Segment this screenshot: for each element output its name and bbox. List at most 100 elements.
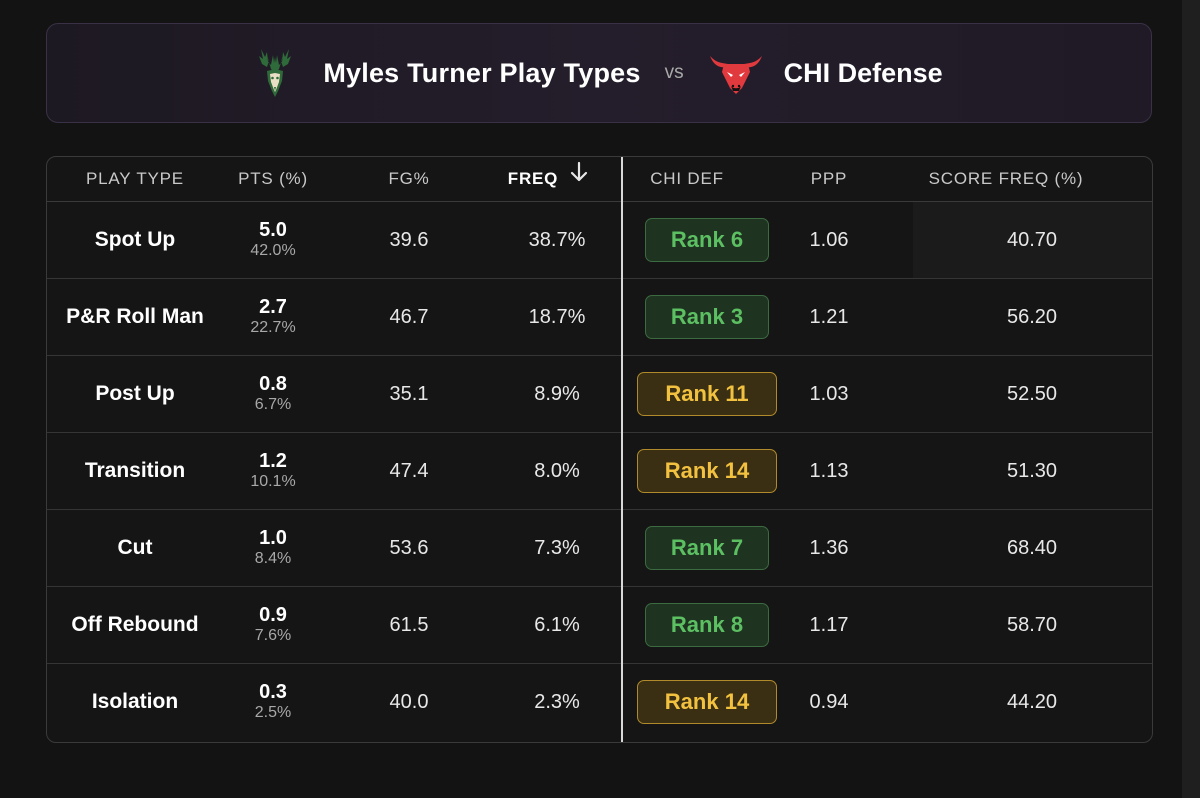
freq-value: 6.1% (534, 613, 580, 636)
pts-cell: 1.2 10.1% (223, 433, 323, 509)
ppp-value: 1.06 (809, 228, 849, 251)
table-header: PLAY TYPE PTS (%) FG% FREQ CHI DEF PPP S… (47, 157, 1152, 202)
score-freq-value: 40.70 (1006, 228, 1058, 251)
play-type-name: Off Rebound (71, 613, 199, 636)
freq-value: 2.3% (534, 690, 580, 713)
pts-value: 1.0 (259, 527, 287, 549)
rank-badge: Rank 14 (637, 449, 777, 493)
fg-value: 46.7 (389, 305, 429, 328)
col-header-score-freq[interactable]: SCORE FREQ (%) (928, 169, 1084, 188)
play-type-name: Isolation (91, 690, 179, 713)
score-freq-value: 56.20 (1006, 305, 1058, 328)
ppp-value: 1.17 (809, 613, 849, 636)
score-freq-cell: 40.70 (947, 202, 1117, 278)
play-type-cell: Post Up (47, 356, 223, 432)
score-freq-value: 44.20 (1006, 690, 1058, 713)
fg-value: 61.5 (389, 613, 429, 636)
table-row[interactable]: Spot Up 5.0 42.0% 39.6 38.7% Rank 6 1.06 40.70 (47, 202, 1152, 279)
chi-def-cell: Rank 11 (627, 356, 787, 432)
table-row[interactable]: Isolation 0.3 2.5% 40.0 2.3% Rank 14 0.94 44.20 (47, 664, 1152, 741)
chi-def-cell: Rank 6 (627, 202, 787, 278)
fg-value: 40.0 (389, 690, 429, 713)
chi-def-cell: Rank 8 (627, 587, 787, 663)
rank-badge: Rank 8 (645, 603, 769, 647)
defense-title: CHI Defense (783, 57, 943, 88)
ppp-cell: 1.03 (799, 356, 859, 432)
freq-value: 18.7% (528, 305, 586, 328)
table-row[interactable]: Off Rebound 0.9 7.6% 61.5 6.1% Rank 8 1.17 58.7… (47, 587, 1152, 664)
table-row[interactable]: Post Up 0.8 6.7% 35.1 8.9% Rank 11 1.03 52.50 (47, 356, 1152, 433)
play-type-cell: Transition (47, 433, 223, 509)
freq-value: 8.0% (534, 459, 580, 482)
ppp-value: 1.03 (809, 382, 849, 405)
row-hover-highlight (913, 202, 1152, 279)
chi-def-cell: Rank 7 (627, 510, 787, 586)
pts-cell: 1.0 8.4% (223, 510, 323, 586)
col-header-fg[interactable]: FG% (388, 169, 430, 188)
table-row[interactable]: P&R Roll Man 2.7 22.7% 46.7 18.7% Rank 3 1.21 5… (47, 279, 1152, 356)
table-row[interactable]: Cut 1.0 8.4% 53.6 7.3% Rank 7 1.36 68.40 (47, 510, 1152, 587)
fg-cell: 61.5 (377, 587, 441, 663)
play-type-cell: Cut (47, 510, 223, 586)
freq-value: 8.9% (534, 382, 580, 405)
col-header-freq[interactable]: FREQ (499, 157, 599, 201)
pts-value: 1.2 (259, 450, 287, 472)
play-type-name: Post Up (95, 382, 175, 405)
freq-value: 7.3% (534, 536, 580, 559)
freq-cell: 8.0% (507, 433, 607, 509)
fg-cell: 40.0 (377, 664, 441, 740)
play-type-table: PLAY TYPE PTS (%) FG% FREQ CHI DEF PPP S… (46, 156, 1153, 743)
pts-percent: 7.6% (254, 627, 292, 644)
score-freq-cell: 51.30 (947, 433, 1117, 509)
freq-cell: 7.3% (507, 510, 607, 586)
ppp-cell: 0.94 (799, 664, 859, 740)
ppp-value: 1.36 (809, 536, 849, 559)
freq-cell: 38.7% (507, 202, 607, 278)
scrollbar-track[interactable] (1182, 0, 1200, 798)
table-row[interactable]: Transition 1.2 10.1% 47.4 8.0% Rank 14 1.13 51.… (47, 433, 1152, 510)
freq-cell: 8.9% (507, 356, 607, 432)
fg-value: 35.1 (389, 382, 429, 405)
pts-percent: 22.7% (250, 319, 296, 336)
fg-value: 53.6 (389, 536, 429, 559)
freq-cell: 6.1% (507, 587, 607, 663)
chi-def-cell: Rank 14 (627, 664, 787, 740)
ppp-cell: 1.17 (799, 587, 859, 663)
pts-cell: 5.0 42.0% (223, 202, 323, 278)
pts-cell: 2.7 22.7% (223, 279, 323, 355)
ppp-cell: 1.36 (799, 510, 859, 586)
pts-percent: 42.0% (250, 242, 296, 259)
col-header-chi-def[interactable]: CHI DEF (650, 169, 724, 188)
score-freq-value: 52.50 (1006, 382, 1058, 405)
ppp-value: 1.13 (809, 459, 849, 482)
score-freq-value: 58.70 (1006, 613, 1058, 636)
pts-value: 2.7 (259, 296, 287, 318)
pts-cell: 0.8 6.7% (223, 356, 323, 432)
rank-badge: Rank 6 (645, 218, 769, 262)
play-type-cell: P&R Roll Man (47, 279, 223, 355)
header-card: Myles Turner Play Types vs CHI Defense (46, 23, 1152, 123)
header-inner: Myles Turner Play Types vs CHI Defense (255, 47, 943, 99)
freq-value: 38.7% (528, 228, 586, 251)
ppp-cell: 1.13 (799, 433, 859, 509)
chi-def-cell: Rank 14 (627, 433, 787, 509)
sort-arrow-down-icon (568, 157, 590, 200)
score-freq-cell: 52.50 (947, 356, 1117, 432)
play-type-name: Cut (117, 536, 153, 559)
pts-percent: 10.1% (250, 473, 296, 490)
freq-cell: 18.7% (507, 279, 607, 355)
score-freq-value: 51.30 (1006, 459, 1058, 482)
play-type-cell: Spot Up (47, 202, 223, 278)
col-header-pts[interactable]: PTS (%) (238, 169, 308, 188)
rank-badge: Rank 11 (637, 372, 777, 416)
bucks-deer-logo-icon (255, 47, 295, 99)
score-freq-cell: 44.20 (947, 664, 1117, 740)
fg-cell: 46.7 (377, 279, 441, 355)
col-header-ppp[interactable]: PPP (810, 169, 848, 188)
freq-cell: 2.3% (507, 664, 607, 740)
score-freq-cell: 58.70 (947, 587, 1117, 663)
rank-badge: Rank 7 (645, 526, 769, 570)
play-type-name: P&R Roll Man (66, 305, 204, 328)
col-header-play-type[interactable]: PLAY TYPE (86, 169, 184, 188)
